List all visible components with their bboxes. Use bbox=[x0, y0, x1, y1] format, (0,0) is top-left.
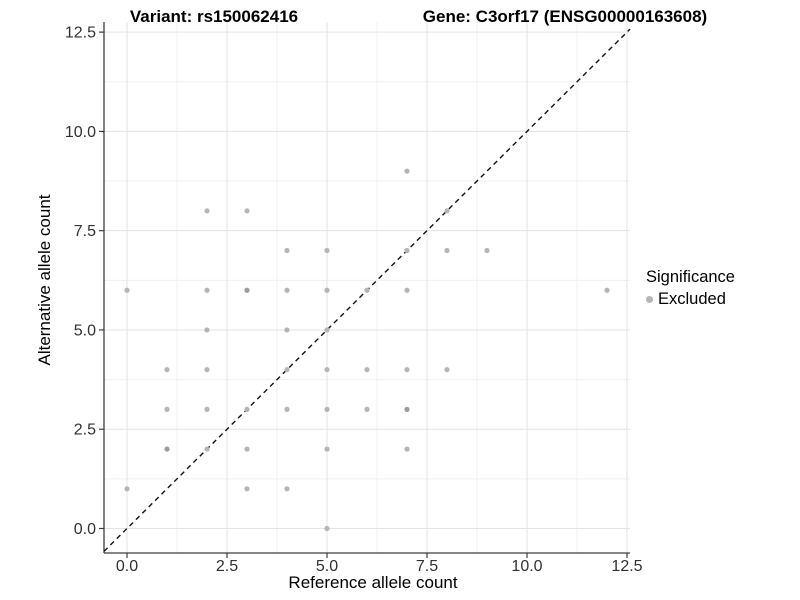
data-point bbox=[404, 287, 410, 293]
data-point bbox=[204, 287, 210, 293]
data-point bbox=[444, 247, 450, 254]
data-point bbox=[244, 446, 250, 452]
x-tick-label: 12.5 bbox=[611, 558, 642, 575]
y-tick-label: 5.0 bbox=[74, 322, 96, 339]
x-tick-label: 5.0 bbox=[316, 558, 338, 575]
data-point bbox=[284, 486, 290, 492]
data-point bbox=[204, 327, 210, 333]
data-point bbox=[204, 406, 210, 412]
data-point bbox=[404, 247, 410, 254]
data-point bbox=[164, 406, 170, 412]
data-point bbox=[284, 406, 290, 412]
x-axis-title: Reference allele count bbox=[288, 573, 458, 592]
data-point bbox=[364, 367, 370, 373]
data-point bbox=[124, 486, 130, 492]
data-point bbox=[604, 287, 610, 293]
data-point bbox=[284, 287, 290, 293]
data-point bbox=[324, 446, 330, 452]
legend-item-excluded: Excluded bbox=[646, 290, 735, 309]
data-point bbox=[204, 446, 210, 452]
data-point bbox=[244, 287, 250, 293]
legend-title: Significance bbox=[646, 268, 735, 286]
data-point bbox=[164, 367, 170, 373]
y-tick-label: 10.0 bbox=[65, 124, 96, 141]
data-point bbox=[164, 446, 170, 452]
legend-key-dot bbox=[646, 296, 653, 303]
data-point bbox=[124, 287, 130, 293]
plot-title-variant: Variant: rs150062416 bbox=[129, 7, 299, 26]
legend-item-label: Excluded bbox=[658, 290, 726, 308]
data-point bbox=[364, 287, 370, 293]
data-point bbox=[324, 327, 330, 333]
data-point bbox=[204, 208, 210, 214]
data-point bbox=[244, 486, 250, 492]
data-point bbox=[284, 327, 290, 333]
data-point bbox=[444, 367, 450, 373]
x-tick-label: 2.5 bbox=[216, 558, 238, 575]
y-tick-label: 12.5 bbox=[65, 25, 96, 42]
data-point bbox=[444, 208, 450, 214]
y-tick-label: 0.0 bbox=[74, 521, 96, 538]
legend: Significance Excluded bbox=[646, 268, 735, 309]
data-point bbox=[324, 247, 330, 254]
data-point bbox=[404, 367, 410, 373]
data-point bbox=[324, 367, 330, 373]
data-point bbox=[284, 247, 290, 254]
data-point bbox=[244, 208, 250, 214]
data-point bbox=[404, 406, 410, 412]
x-tick-label: 0.0 bbox=[116, 558, 138, 575]
y-tick-label: 2.5 bbox=[74, 422, 96, 439]
data-point bbox=[364, 406, 370, 412]
plot-title-gene: Gene: C3orf17 (ENSG00000163608) bbox=[422, 7, 708, 26]
x-tick-label: 7.5 bbox=[416, 558, 438, 575]
data-point bbox=[404, 446, 410, 452]
data-point bbox=[324, 406, 330, 412]
x-tick-label: 10.0 bbox=[511, 558, 542, 575]
data-point bbox=[404, 168, 410, 174]
data-point bbox=[324, 525, 330, 532]
data-point bbox=[204, 367, 210, 373]
data-point bbox=[484, 247, 490, 254]
data-point bbox=[324, 287, 330, 293]
data-point bbox=[284, 367, 290, 373]
data-point bbox=[244, 406, 250, 412]
y-tick-label: 7.5 bbox=[74, 223, 96, 240]
